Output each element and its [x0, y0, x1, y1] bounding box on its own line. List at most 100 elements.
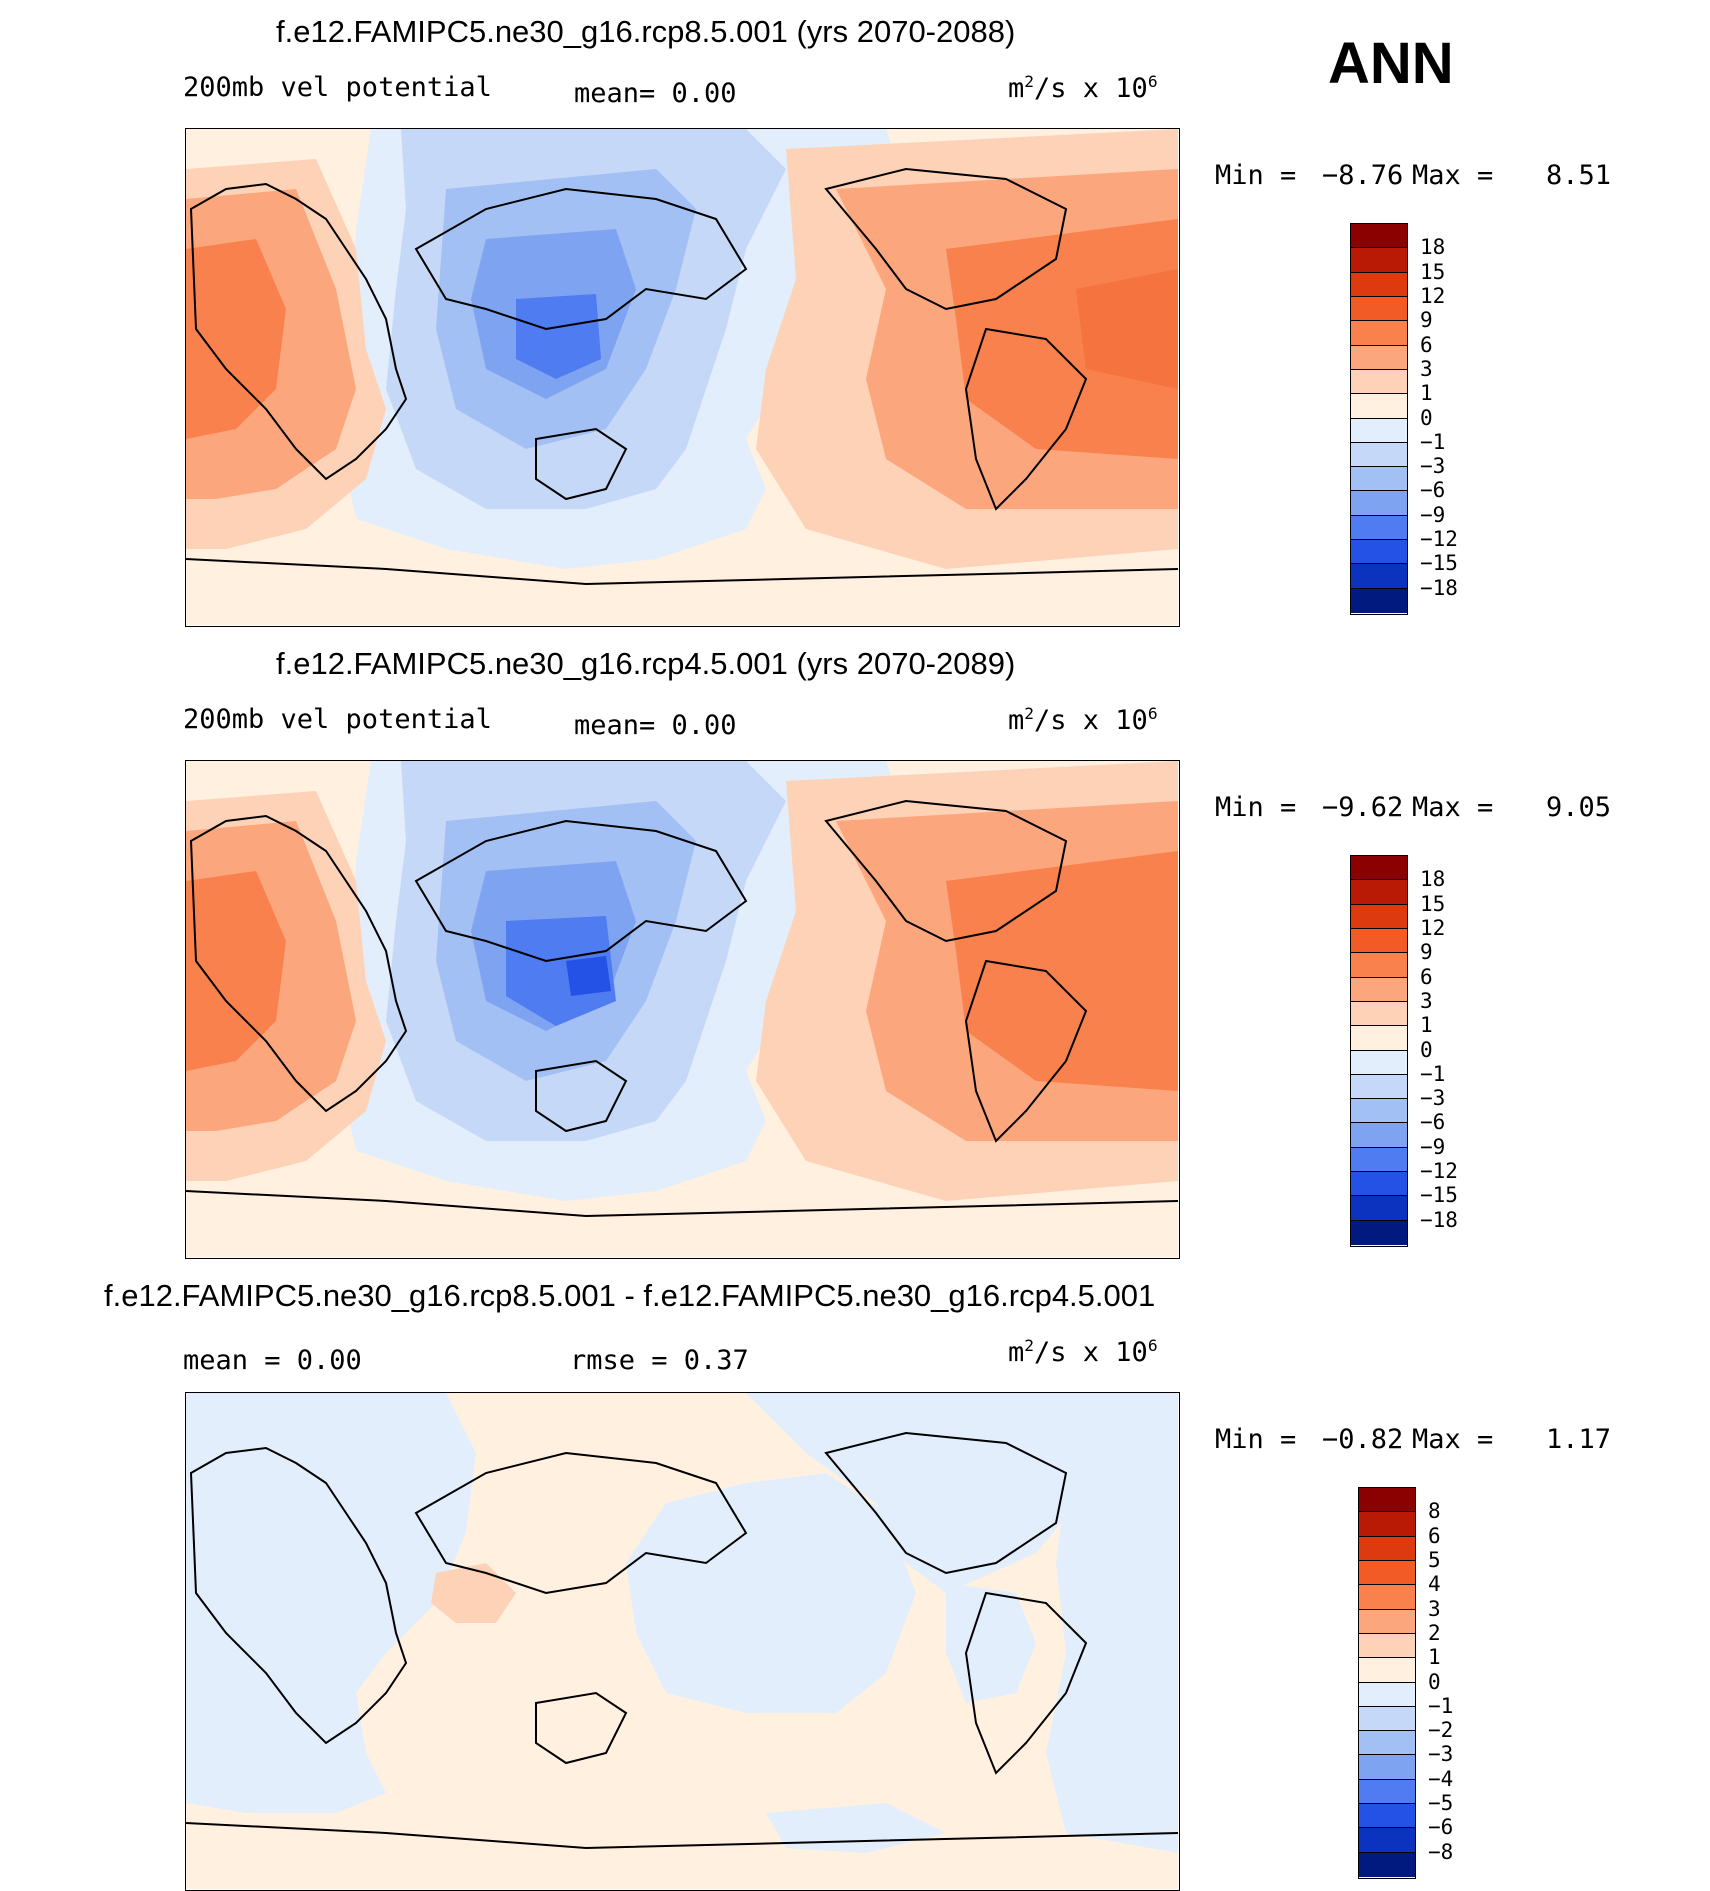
colorbar-tick-label: −6	[1420, 478, 1446, 503]
colorbar-swatch	[1359, 1828, 1415, 1853]
colorbar-swatch	[1351, 1147, 1407, 1173]
colorbar-swatch	[1359, 1658, 1415, 1683]
panel1-colorbar-ticks: 18 15 12 9 6 3 1 0 −1 −3 −6 −9 −12 −15 −18	[1420, 223, 1510, 615]
colorbar-swatch	[1351, 1220, 1407, 1245]
colorbar-tick-label: −3	[1420, 454, 1446, 479]
colorbar-swatch	[1351, 442, 1407, 468]
panel3-title: f.e12.FAMIPC5.ne30_g16.rcp8.5.001 - f.e1…	[104, 1278, 1156, 1313]
colorbar-swatch	[1351, 248, 1407, 273]
colorbar-swatch	[1351, 564, 1407, 589]
panel1-variable-label: 200mb vel potential	[183, 72, 492, 103]
colorbar-swatch	[1359, 1488, 1415, 1513]
colorbar-swatch	[1359, 1706, 1415, 1732]
panel3-units: m2/s x 106	[1008, 1336, 1158, 1368]
colorbar-tick-label: −12	[1420, 527, 1458, 552]
colorbar-tick-label: −18	[1420, 1207, 1458, 1232]
colorbar-swatch	[1359, 1560, 1415, 1586]
colorbar-tick-label: −18	[1420, 575, 1458, 600]
panel1-colorbar	[1350, 223, 1408, 615]
colorbar-tick-label: 12	[1420, 283, 1446, 308]
colorbar-swatch	[1359, 1512, 1415, 1537]
colorbar-swatch	[1351, 1099, 1407, 1124]
colorbar-swatch	[1359, 1585, 1415, 1610]
colorbar-swatch	[1351, 1196, 1407, 1221]
colorbar-tick-label: −1	[1420, 1061, 1446, 1086]
colorbar-swatch	[1359, 1852, 1415, 1877]
colorbar-swatch	[1351, 418, 1407, 443]
colorbar-tick-label: −5	[1428, 1791, 1454, 1816]
colorbar-tick-label: 1	[1428, 1645, 1441, 1670]
colorbar-tick-label: 8	[1428, 1499, 1441, 1524]
colorbar-swatch	[1351, 515, 1407, 541]
colorbar-tick-label: 18	[1420, 867, 1446, 892]
panel3-min-label: Min =	[1215, 1424, 1297, 1455]
panel1-units: m2/s x 106	[1008, 72, 1158, 104]
colorbar-swatch	[1351, 345, 1407, 370]
colorbar-swatch	[1351, 1172, 1407, 1197]
panel3-map	[185, 1392, 1180, 1891]
colorbar-swatch	[1359, 1779, 1415, 1805]
panel3-max-value: 1.17	[1546, 1424, 1612, 1455]
panel2-units: m2/s x 106	[1008, 704, 1158, 736]
colorbar-swatch	[1351, 1001, 1407, 1027]
colorbar-tick-label: −8	[1428, 1839, 1454, 1864]
colorbar-swatch	[1359, 1755, 1415, 1780]
colorbar-swatch	[1351, 467, 1407, 492]
colorbar-swatch	[1359, 1536, 1415, 1561]
colorbar-tick-label: 6	[1420, 964, 1433, 989]
colorbar-swatch	[1351, 224, 1407, 249]
colorbar-swatch	[1351, 856, 1407, 881]
colorbar-swatch	[1359, 1804, 1415, 1829]
colorbar-swatch	[1351, 394, 1407, 419]
panel2-max-label: Max =	[1412, 792, 1494, 823]
panel2-colorbar	[1350, 855, 1408, 1247]
colorbar-swatch	[1359, 1682, 1415, 1707]
colorbar-swatch	[1351, 491, 1407, 516]
colorbar-swatch	[1351, 904, 1407, 929]
colorbar-swatch	[1359, 1633, 1415, 1659]
colorbar-tick-label: −4	[1428, 1766, 1454, 1791]
colorbar-tick-label: −6	[1420, 1110, 1446, 1135]
colorbar-swatch	[1351, 1074, 1407, 1100]
colorbar-tick-label: 3	[1428, 1596, 1441, 1621]
panel1-min-label: Min =	[1215, 160, 1297, 191]
colorbar-swatch	[1351, 953, 1407, 978]
panel3-rmse-label: rmse = 0.37	[570, 1345, 749, 1376]
panel1-mean-label: mean= 0.00	[574, 78, 737, 109]
panel2-title: f.e12.FAMIPC5.ne30_g16.rcp4.5.001 (yrs 2…	[276, 646, 1016, 681]
colorbar-tick-label: 3	[1420, 988, 1433, 1013]
colorbar-tick-label: −12	[1420, 1159, 1458, 1184]
colorbar-tick-label: −3	[1428, 1742, 1454, 1767]
panel3-colorbar	[1358, 1487, 1416, 1879]
colorbar-tick-label: 4	[1428, 1572, 1441, 1597]
colorbar-tick-label: 0	[1420, 1037, 1433, 1062]
colorbar-tick-label: 18	[1420, 235, 1446, 260]
season-label: ANN	[1328, 31, 1454, 96]
panel2-max-value: 9.05	[1546, 792, 1612, 823]
colorbar-tick-label: 9	[1420, 940, 1433, 965]
colorbar-swatch	[1351, 1050, 1407, 1075]
colorbar-tick-label: −15	[1420, 551, 1458, 576]
colorbar-tick-label: 9	[1420, 308, 1433, 333]
panel1-title: f.e12.FAMIPC5.ne30_g16.rcp8.5.001 (yrs 2…	[276, 14, 1016, 49]
panel1-max-label: Max =	[1412, 160, 1494, 191]
colorbar-tick-label: 5	[1428, 1547, 1441, 1572]
colorbar-tick-label: 6	[1420, 332, 1433, 357]
panel3-max-label: Max =	[1412, 1424, 1494, 1455]
colorbar-swatch	[1351, 880, 1407, 905]
colorbar-tick-label: −9	[1420, 502, 1446, 527]
colorbar-tick-label: −1	[1428, 1693, 1454, 1718]
panel2-min-value: −9.62	[1322, 792, 1404, 823]
panel3-min-value: −0.82	[1322, 1424, 1404, 1455]
panel3-colorbar-ticks: 8 6 5 4 3 2 1 0 −1 −2 −3 −4 −5 −6 −8	[1428, 1487, 1518, 1879]
panel1-max-value: 8.51	[1546, 160, 1612, 191]
panel3-mean-label: mean = 0.00	[183, 1345, 362, 1376]
colorbar-swatch	[1359, 1731, 1415, 1756]
colorbar-swatch	[1351, 296, 1407, 322]
colorbar-tick-label: −2	[1428, 1718, 1454, 1743]
colorbar-tick-label: −15	[1420, 1183, 1458, 1208]
panel1-min-value: −8.76	[1322, 160, 1404, 191]
panel2-variable-label: 200mb vel potential	[183, 704, 492, 735]
colorbar-tick-label: 1	[1420, 1013, 1433, 1038]
colorbar-swatch	[1351, 1026, 1407, 1051]
